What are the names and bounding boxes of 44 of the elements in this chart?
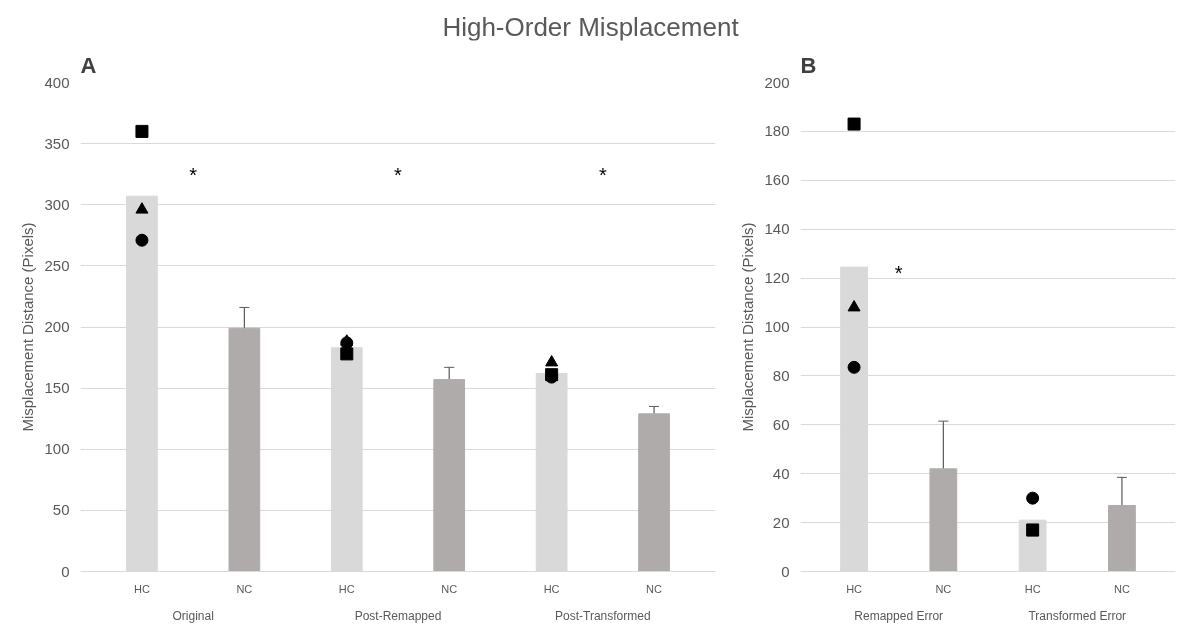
text: Post-Transformed xyxy=(555,608,651,623)
text: Post-Remapped xyxy=(354,608,442,623)
y-tick-label: 180 xyxy=(764,122,790,140)
y-tick-label: 100 xyxy=(44,440,70,458)
x-tick-label: HC xyxy=(543,582,560,595)
text: Transformed Error xyxy=(1028,608,1127,623)
y-tick-label: 300 xyxy=(44,195,70,213)
y-tick-label: 0 xyxy=(781,562,790,580)
text: Remapped Error xyxy=(854,608,944,623)
y-tick-label: 200 xyxy=(44,318,70,335)
y-tick-label: 20 xyxy=(772,513,790,531)
chart-subtitle: B xyxy=(800,52,817,78)
y-tick-label: 140 xyxy=(764,220,790,238)
y-tick-label: 250 xyxy=(44,256,70,274)
x-tick-label: HC xyxy=(1024,582,1041,595)
y-tick-label: 350 xyxy=(44,134,70,152)
y-tick-label: 60 xyxy=(772,415,790,433)
x-tick-label: NC xyxy=(1113,582,1130,595)
y-axis-title: Misplacement Distance (Pixels) xyxy=(19,222,37,432)
x-tick-label: NC xyxy=(646,582,663,595)
x-tick-label: NC xyxy=(441,582,458,595)
y-tick-label: 160 xyxy=(764,171,790,189)
chart-title: High-Order Misplacement xyxy=(442,11,740,42)
x-tick-label: HC xyxy=(134,582,150,595)
y-tick-label: 50 xyxy=(52,501,70,519)
annotation: * xyxy=(598,164,607,187)
y-tick-label: 200 xyxy=(764,73,790,91)
y-tick-label: 150 xyxy=(44,379,70,397)
y-axis-title: Misplacement Distance (Pixels) xyxy=(739,222,757,432)
y-tick-label: 100 xyxy=(764,318,790,335)
y-tick-label: 400 xyxy=(44,73,70,91)
y-tick-label: 0 xyxy=(61,562,70,580)
y-tick-label: 120 xyxy=(764,269,790,287)
x-tick-label: NC xyxy=(935,582,952,595)
x-tick-label: HC xyxy=(846,582,863,595)
y-tick-label: 80 xyxy=(772,366,790,384)
x-tick-label: HC xyxy=(338,582,355,595)
chart-subtitle: A xyxy=(80,52,97,78)
annotation: * xyxy=(394,164,403,187)
annotation: * xyxy=(189,164,198,187)
x-tick-label: NC xyxy=(236,582,253,595)
y-tick-label: 40 xyxy=(772,464,790,482)
text: Original xyxy=(172,608,214,623)
annotation: * xyxy=(894,262,903,285)
